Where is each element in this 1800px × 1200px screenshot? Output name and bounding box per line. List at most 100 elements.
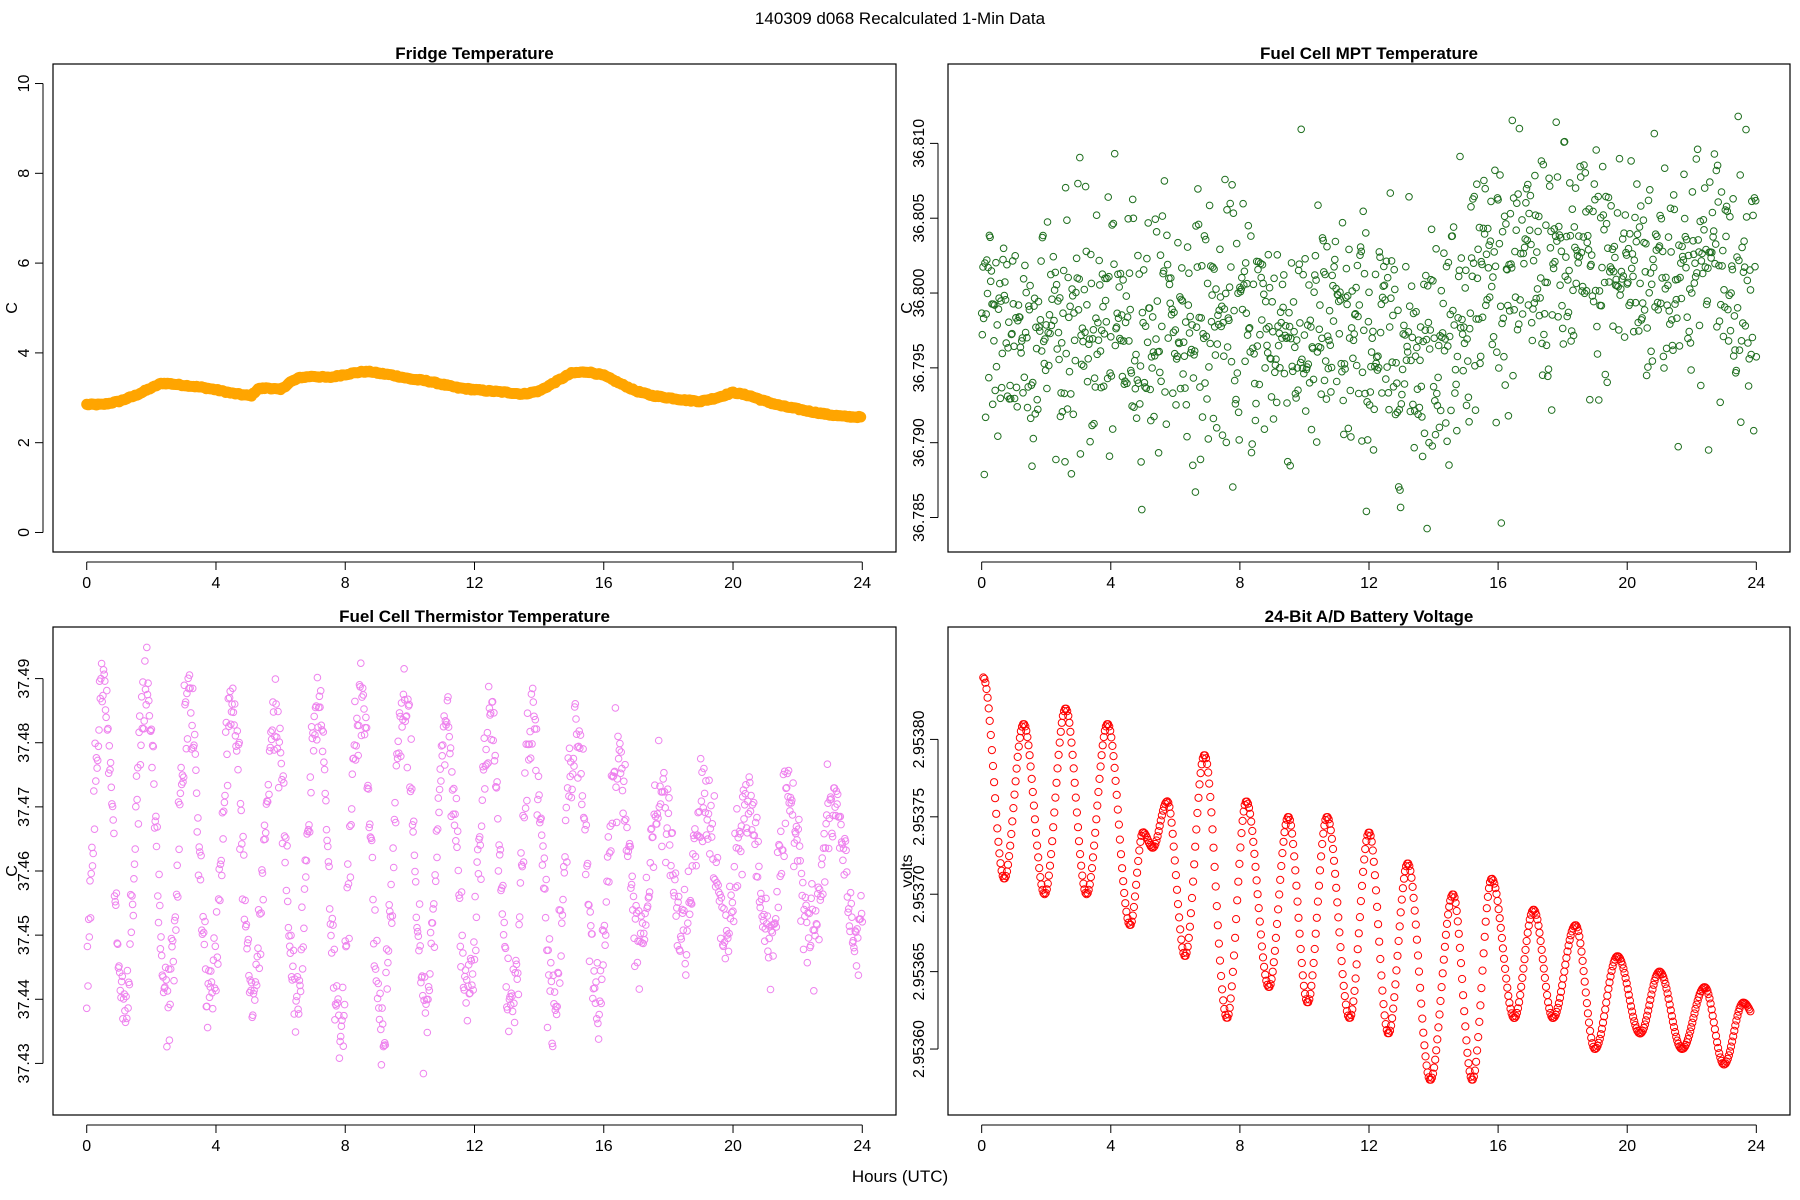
data-point (1408, 333, 1417, 342)
data-point (586, 908, 595, 916)
data-point (621, 760, 629, 769)
data-point (484, 759, 492, 767)
data-point (1484, 884, 1494, 893)
data-point (344, 860, 352, 868)
data-point (556, 906, 565, 915)
data-point (1445, 902, 1454, 911)
data-point (1130, 403, 1138, 412)
data-point (688, 862, 697, 870)
data-point (1527, 318, 1536, 327)
y-tick-label: 2.95380 (911, 710, 928, 768)
data-point (1097, 751, 1106, 760)
data-point (1242, 309, 1251, 318)
data-point (313, 673, 322, 682)
data-point (154, 892, 162, 900)
data-point (1632, 237, 1641, 246)
data-point (1357, 247, 1366, 256)
data-point (674, 892, 683, 901)
data-point (1297, 958, 1306, 968)
data-point (1420, 280, 1428, 289)
data-point (1271, 368, 1279, 377)
data-point (628, 872, 637, 881)
data-point (1337, 359, 1345, 368)
data-point (1151, 215, 1160, 223)
data-point (1138, 308, 1147, 317)
data-point (1088, 421, 1096, 430)
data-point (1626, 1002, 1636, 1011)
data-point (1628, 1007, 1637, 1016)
data-point (801, 893, 810, 902)
data-point (1409, 893, 1418, 903)
data-point (190, 741, 198, 750)
data-point (1006, 394, 1015, 403)
data-point (1618, 235, 1627, 243)
data-point (1129, 902, 1139, 912)
data-point (1163, 260, 1172, 269)
data-point (1391, 410, 1400, 419)
data-point (1299, 270, 1307, 279)
data-point (521, 804, 530, 813)
data-point (1188, 321, 1196, 329)
data-point (1214, 311, 1222, 320)
data-point (325, 905, 334, 913)
data-point (1407, 873, 1416, 882)
data-point (523, 709, 532, 718)
data-point (1698, 249, 1706, 258)
data-point (1091, 383, 1100, 391)
data-point (980, 674, 989, 683)
data-point (495, 841, 503, 849)
data-point (1531, 211, 1540, 219)
data-point (1213, 340, 1222, 348)
data-point (1476, 352, 1485, 361)
data-point (1716, 1053, 1725, 1062)
data-point (1445, 332, 1454, 341)
data-point (1671, 300, 1679, 308)
data-point (241, 896, 249, 905)
data-point (510, 999, 518, 1008)
data-point (153, 823, 161, 831)
y-tick-label: 37.47 (16, 787, 33, 827)
data-point (1742, 125, 1750, 134)
data-point (351, 756, 360, 764)
data-point (568, 785, 576, 794)
data-point (299, 943, 308, 951)
data-point (1055, 355, 1063, 364)
data-point (1536, 294, 1544, 302)
data-point (168, 942, 176, 951)
data-point (1620, 333, 1629, 341)
data-point (1629, 327, 1638, 336)
data-point (1581, 169, 1590, 177)
data-point (1544, 372, 1552, 381)
data-point (1194, 793, 1203, 802)
data-point (1225, 316, 1233, 325)
data-point (1366, 388, 1375, 396)
data-point (298, 903, 306, 912)
data-point (441, 761, 449, 769)
data-point (1167, 818, 1176, 827)
data-point (1227, 263, 1235, 271)
x-tick-label: 12 (466, 575, 484, 592)
data-point (453, 843, 461, 852)
data-point (1119, 337, 1128, 345)
data-point (1617, 285, 1625, 293)
data-point (1023, 403, 1032, 412)
data-point (1664, 233, 1673, 241)
data-point (1535, 311, 1544, 320)
data-point (335, 1054, 344, 1062)
data-point (1236, 843, 1245, 852)
data-point (1615, 326, 1623, 334)
data-point (1058, 711, 1068, 721)
data-point (1211, 351, 1220, 359)
data-point (386, 907, 394, 916)
data-point (416, 942, 425, 950)
data-point (219, 807, 228, 816)
data-point (1486, 237, 1495, 245)
data-point (1693, 269, 1701, 277)
data-point (244, 935, 253, 944)
data-point (1495, 364, 1503, 372)
data-point (289, 946, 298, 955)
data-point (544, 946, 553, 955)
data-point (1516, 249, 1525, 258)
data-point (1746, 1007, 1755, 1016)
data-point (1520, 259, 1528, 268)
